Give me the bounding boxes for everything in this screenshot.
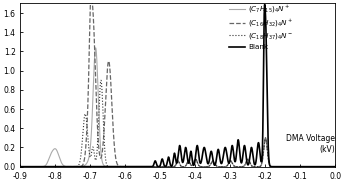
$(C_{16}H_{32})_4N^+$	[277, 166, 282, 168]
Text: DMA Voltage
(kV): DMA Voltage (kV)	[286, 134, 335, 154]
$(C_7H_{15})_4N^+$	[254, 166, 258, 168]
$(C_7H_{15})_4N^+$	[207, 165, 211, 167]
Blank	[139, 166, 143, 168]
$(C_{16}H_{32})_4N^+$	[331, 166, 335, 168]
Blank	[76, 166, 80, 168]
$(C_{18}H_{37})_4N^-$	[277, 166, 282, 168]
Line: Blank: Blank	[20, 4, 335, 167]
$(C_{16}H_{32})_4N^+$	[223, 165, 227, 168]
$(C_{16}H_{32})_4N^+$	[18, 166, 22, 168]
Blank	[254, 163, 258, 165]
Legend: $(C_7H_{15})_4N^+$, $(C_{16}H_{32})_4N^+$, $(C_{18}H_{37})_4N^-$, Blank: $(C_7H_{15})_4N^+$, $(C_{16}H_{32})_4N^+…	[229, 4, 294, 50]
Blank	[333, 166, 337, 168]
Line: $(C_{18}H_{37})_4N^-$: $(C_{18}H_{37})_4N^-$	[20, 80, 335, 167]
$(C_{18}H_{37})_4N^-$	[254, 166, 258, 168]
$(C_7H_{15})_4N^+$	[76, 166, 80, 168]
$(C_{18}H_{37})_4N^-$	[99, 79, 103, 81]
$(C_7H_{15})_4N^+$	[331, 166, 335, 168]
Line: $(C_7H_{15})_4N^+$: $(C_7H_{15})_4N^+$	[20, 48, 335, 167]
$(C_{18}H_{37})_4N^-$	[207, 165, 211, 167]
$(C_{16}H_{32})_4N^+$	[254, 166, 258, 168]
Blank	[207, 159, 211, 161]
Blank	[263, 3, 267, 6]
Blank	[18, 166, 22, 168]
$(C_{18}H_{37})_4N^-$	[223, 165, 227, 168]
$(C_{18}H_{37})_4N^-$	[331, 166, 335, 168]
$(C_{18}H_{37})_4N^-$	[18, 166, 22, 168]
$(C_{18}H_{37})_4N^-$	[139, 166, 143, 168]
$(C_{16}H_{32})_4N^+$	[139, 166, 143, 168]
$(C_7H_{15})_4N^+$	[139, 166, 143, 168]
$(C_{16}H_{32})_4N^+$	[333, 166, 337, 168]
Line: $(C_{16}H_{32})_4N^+$: $(C_{16}H_{32})_4N^+$	[20, 0, 335, 167]
Blank	[277, 166, 282, 168]
$(C_7H_{15})_4N^+$	[93, 47, 98, 49]
$(C_7H_{15})_4N^+$	[277, 166, 282, 168]
$(C_7H_{15})_4N^+$	[223, 165, 227, 168]
$(C_{18}H_{37})_4N^-$	[333, 166, 337, 168]
$(C_{16}H_{32})_4N^+$	[207, 165, 211, 167]
$(C_7H_{15})_4N^+$	[18, 166, 22, 168]
$(C_{16}H_{32})_4N^+$	[76, 166, 80, 168]
$(C_{18}H_{37})_4N^-$	[76, 165, 80, 167]
Blank	[223, 146, 227, 149]
$(C_7H_{15})_4N^+$	[333, 166, 337, 168]
